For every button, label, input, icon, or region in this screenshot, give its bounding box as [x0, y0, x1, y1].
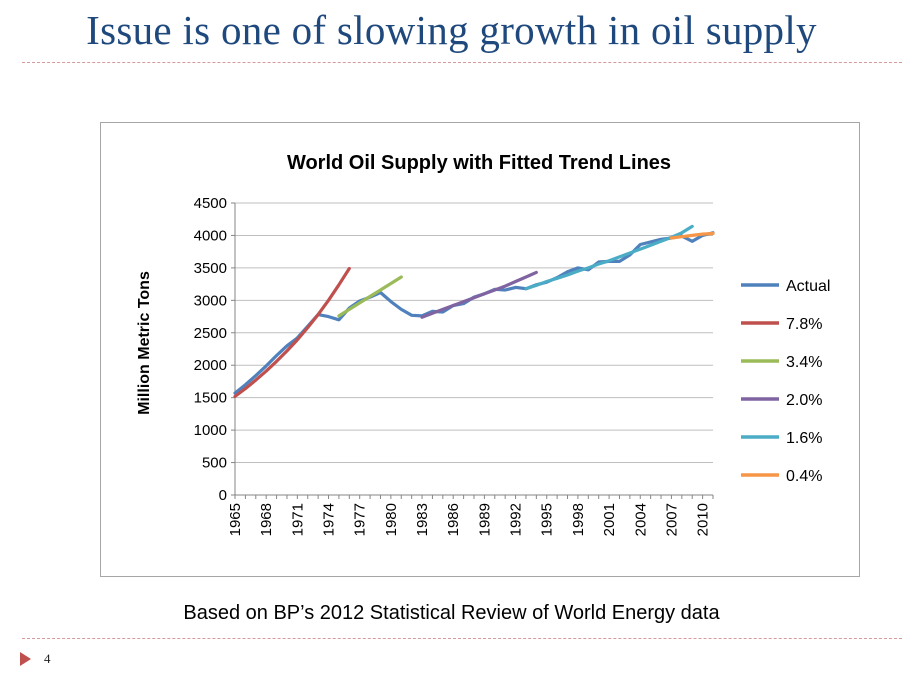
series-line-20 — [420, 270, 538, 319]
title-divider — [22, 62, 902, 63]
legend-label: Actual — [786, 278, 830, 295]
x-tick-label: 2001 — [601, 503, 618, 536]
series-line-34 — [337, 275, 403, 318]
x-tick-label: 1974 — [321, 503, 338, 536]
x-tick-label: 2010 — [695, 503, 712, 536]
oil-supply-chart: World Oil Supply with Fitted Trend Lines… — [136, 152, 830, 536]
y-axis-label: Million Metric Tons — [136, 271, 153, 415]
x-tick-label: 1980 — [383, 503, 400, 536]
y-tick-label: 4500 — [194, 195, 227, 212]
x-tick-label: 1971 — [289, 503, 306, 536]
legend-label: 3.4% — [786, 354, 822, 371]
x-tick-label: 1998 — [570, 503, 587, 536]
y-tick-label: 3000 — [194, 292, 227, 309]
legend-label: 2.0% — [786, 392, 822, 409]
y-tick-label: 1500 — [194, 390, 227, 407]
legend-label: 0.4% — [786, 468, 822, 485]
x-tick-label: 2004 — [632, 503, 649, 536]
y-tick-label: 2000 — [194, 357, 227, 374]
footer-divider — [22, 638, 902, 639]
y-tick-label: 1000 — [194, 422, 227, 439]
slide-title: Issue is one of slowing growth in oil su… — [86, 7, 817, 53]
series-line-16 — [524, 224, 694, 291]
chart-title: World Oil Supply with Fitted Trend Lines — [287, 152, 671, 174]
x-tick-label: 1983 — [414, 503, 431, 536]
y-tick-label: 2500 — [194, 325, 227, 342]
x-tick-label: 1992 — [508, 503, 525, 536]
legend-label: 7.8% — [786, 316, 822, 333]
slide-number: 4 — [44, 651, 51, 666]
source-caption: Based on BP’s 2012 Statistical Review of… — [183, 602, 720, 624]
series-line-04 — [669, 231, 715, 240]
y-tick-label: 3500 — [194, 260, 227, 277]
x-tick-label: 1965 — [227, 503, 244, 536]
x-tick-label: 1989 — [476, 503, 493, 536]
x-tick-label: 1977 — [352, 503, 369, 536]
x-tick-label: 1968 — [258, 503, 275, 536]
y-tick-label: 500 — [202, 455, 227, 472]
series-line-78 — [233, 266, 351, 398]
slide-bullet-arrow-icon — [20, 652, 31, 666]
y-tick-label: 0 — [219, 487, 227, 504]
x-tick-label: 2007 — [663, 503, 680, 536]
legend-label: 1.6% — [786, 430, 822, 447]
y-tick-label: 4000 — [194, 227, 227, 244]
chart-frame: World Oil Supply with Fitted Trend Lines… — [100, 122, 860, 577]
series-line-actual — [233, 231, 715, 395]
x-tick-label: 1986 — [445, 503, 462, 536]
x-tick-label: 1995 — [539, 503, 556, 536]
